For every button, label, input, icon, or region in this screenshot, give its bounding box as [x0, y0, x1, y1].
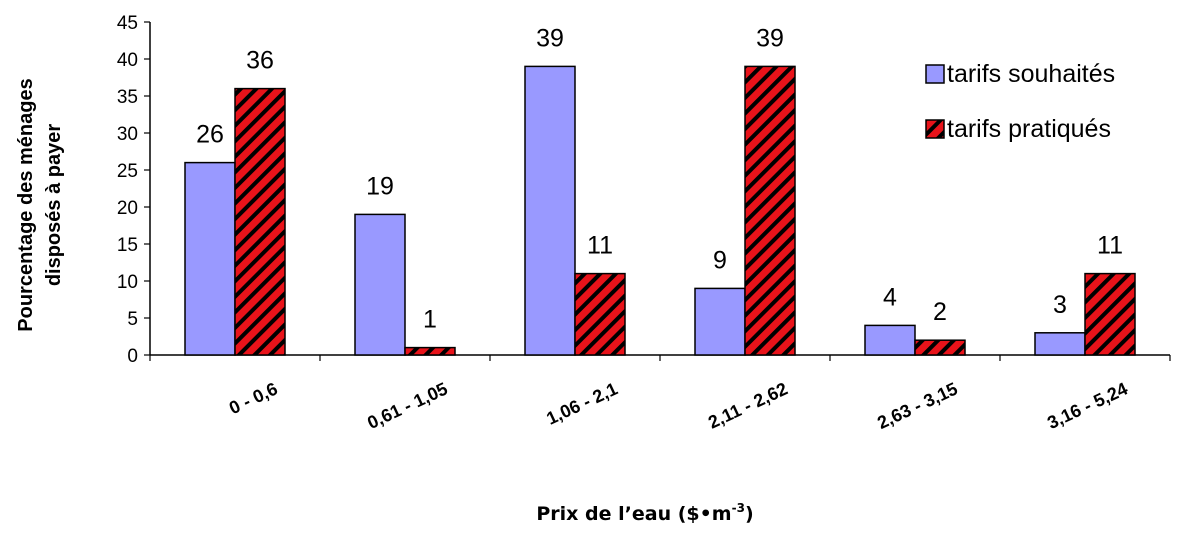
- data-label: 36: [246, 47, 274, 75]
- data-label: 9: [713, 246, 727, 274]
- bar: [1034, 332, 1086, 356]
- x-tick-label: 0 - 0,6: [226, 378, 281, 418]
- legend-label: tarifs pratiqués: [947, 115, 1111, 143]
- data-label: 39: [756, 24, 784, 52]
- bar: [914, 339, 966, 356]
- bar: [574, 272, 626, 356]
- y-axis-label-line1: Pourcentage des ménages: [15, 78, 37, 331]
- x-axis-label: Prix de l’eau ($•m-3): [536, 501, 753, 525]
- y-tick-label: 25: [117, 161, 138, 182]
- bar: [744, 65, 796, 356]
- y-tick-label: 45: [117, 13, 138, 34]
- x-axis-label-text: Prix de l’eau ($•m: [536, 503, 731, 525]
- bar: [524, 65, 576, 356]
- y-tick-label: 15: [117, 235, 138, 256]
- bar: [694, 287, 746, 356]
- data-label: 39: [536, 24, 564, 52]
- bar: [1084, 272, 1136, 356]
- bar: [234, 87, 286, 356]
- legend-label: tarifs souhaités: [947, 60, 1115, 88]
- x-tick-label: 2,11 - 2,62: [705, 378, 791, 432]
- x-tick-label: 1,06 - 2,1: [543, 378, 620, 428]
- bar: [184, 161, 236, 356]
- data-label: 19: [366, 172, 394, 200]
- y-tick-label: 20: [117, 198, 138, 219]
- data-label: 2: [933, 298, 947, 326]
- y-tick-label: 40: [117, 50, 138, 71]
- y-tick-label: 5: [127, 309, 138, 330]
- y-tick-label: 35: [117, 87, 138, 108]
- legend-swatch: [925, 119, 945, 139]
- bar: [864, 324, 916, 356]
- y-axis-label: Pourcentage des ménages disposés à payer: [15, 78, 65, 331]
- data-label: 11: [1097, 232, 1123, 260]
- data-label: 4: [883, 283, 897, 311]
- bar: [354, 213, 406, 356]
- data-label: 3: [1053, 291, 1067, 319]
- x-axis-label-exponent: -3: [732, 501, 745, 515]
- y-tick-label: 30: [117, 124, 138, 145]
- x-axis-label-close: ): [745, 503, 754, 525]
- x-tick-label: 0,61 - 1,05: [364, 378, 450, 432]
- y-tick-label: 10: [117, 272, 138, 293]
- data-label: 11: [587, 232, 613, 260]
- data-label: 26: [196, 121, 224, 149]
- y-axis-label-line2: disposés à payer: [43, 124, 65, 287]
- bar: [404, 346, 456, 356]
- legend-swatch: [925, 64, 945, 84]
- y-tick-label: 0: [127, 346, 138, 367]
- x-tick-label: 2,63 - 3,15: [874, 378, 960, 432]
- data-label: 1: [423, 306, 437, 334]
- x-tick-label: 3,16 - 5,24: [1044, 378, 1130, 432]
